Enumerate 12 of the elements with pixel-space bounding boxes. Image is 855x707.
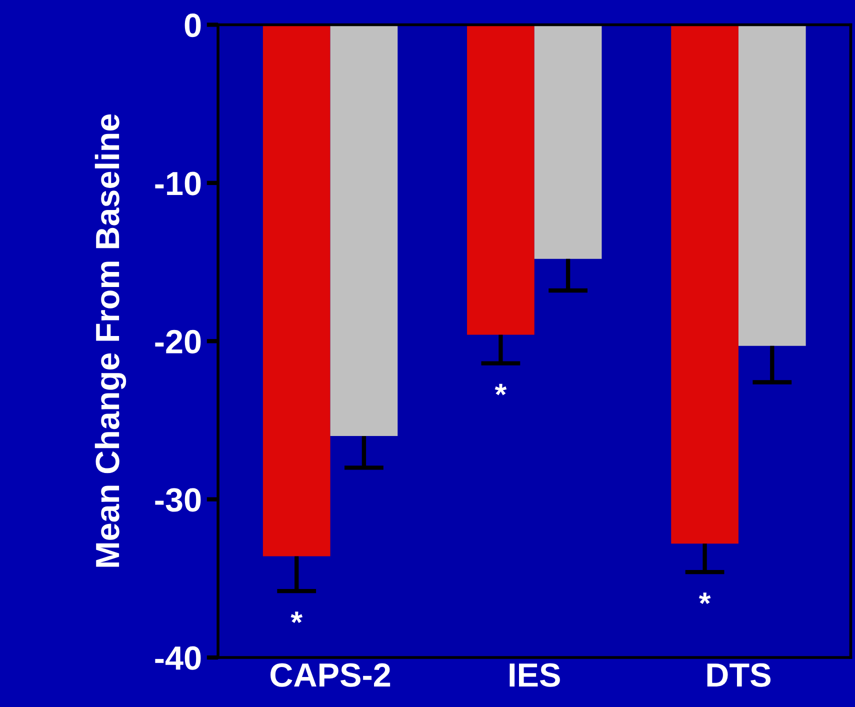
y-tick-label: 0 (184, 14, 201, 38)
x-tick-label: IES (510, 663, 560, 687)
y-tick-label: -10 (155, 172, 201, 196)
x-tick-label: CAPS-2 (270, 663, 390, 687)
annotation: * (290, 612, 303, 624)
y-tick-label: -20 (155, 330, 201, 354)
annotation: * (494, 384, 507, 396)
annotation: * (698, 592, 711, 604)
y-axis-title: Mean Change From Baseline (94, 114, 126, 567)
y-tick-label: -30 (155, 488, 201, 512)
x-tick-label: DTS (707, 663, 771, 687)
y-tick-label: -40 (155, 646, 201, 670)
